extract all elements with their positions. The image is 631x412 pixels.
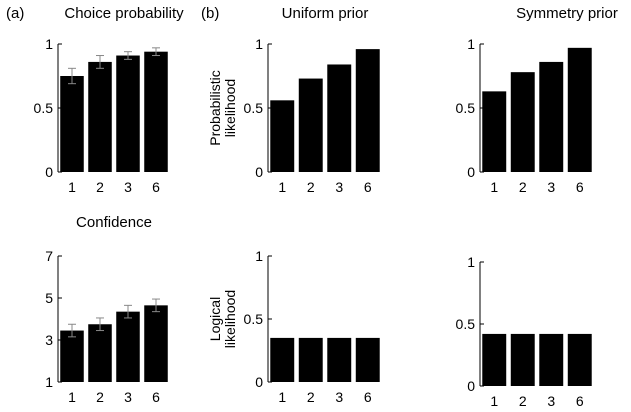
x-tick-label: 1 <box>490 179 498 195</box>
y-tick-label: 1 <box>255 248 263 264</box>
chart-uniform_prob: Uniform prior 0 0.5 1 Probabilistic likelihoo… <box>207 5 380 195</box>
y-axis-label: likelihood <box>222 79 238 137</box>
x-tick-label: 3 <box>547 393 555 409</box>
y-tick-label: 0 <box>45 164 53 180</box>
x-tick-label: 1 <box>68 389 76 405</box>
bar-6 <box>355 49 380 173</box>
y-tick-label: 1 <box>467 254 475 270</box>
bar-1 <box>270 337 295 382</box>
y-tick-label: 1 <box>45 36 53 52</box>
x-tick-label: 3 <box>547 179 555 195</box>
y-tick-label: 0 <box>467 378 475 394</box>
y-tick-label: 0 <box>467 164 475 180</box>
bar-1 <box>60 330 84 382</box>
x-tick-label: 1 <box>68 179 76 195</box>
x-tick-label: 1 <box>278 389 286 405</box>
bar-2 <box>510 333 535 386</box>
y-tick-label: 1 <box>255 36 263 52</box>
bar-3 <box>116 55 140 172</box>
x-tick-label: 6 <box>152 389 160 405</box>
bar-2 <box>298 78 323 172</box>
chart-symmetry_prob: Symmetry prior 0 0.5 1 1 2 3 6 <box>456 5 618 195</box>
x-tick-label: 2 <box>307 179 315 195</box>
x-tick-label: 1 <box>278 179 286 195</box>
x-tick-label: 6 <box>576 179 584 195</box>
bar-6 <box>355 337 380 382</box>
bar-1 <box>270 100 295 172</box>
chart-title: Uniform prior <box>282 5 369 22</box>
x-tick-label: 2 <box>519 179 527 195</box>
y-tick-label: 0.5 <box>456 316 476 332</box>
bar-3 <box>116 311 140 382</box>
x-tick-label: 1 <box>490 393 498 409</box>
chart-symmetry_logic: 0 0.5 1 1 2 3 6 <box>456 254 592 409</box>
bar-6 <box>567 333 592 386</box>
chart-title: Symmetry prior <box>516 5 618 22</box>
bar-6 <box>144 305 168 382</box>
x-tick-label: 3 <box>335 389 343 405</box>
bar-2 <box>88 324 112 382</box>
y-tick-label: 0.5 <box>34 100 54 116</box>
bar-3 <box>327 64 352 172</box>
bar-1 <box>482 333 507 386</box>
bar-6 <box>144 51 168 172</box>
x-tick-label: 3 <box>335 179 343 195</box>
y-tick-label: 0.5 <box>456 100 476 116</box>
panel-label-b: (b) <box>201 5 219 22</box>
y-tick-label: 3 <box>45 332 53 348</box>
x-tick-label: 2 <box>307 389 315 405</box>
x-tick-label: 2 <box>96 389 104 405</box>
y-axis-label: Probabilistic <box>207 70 223 145</box>
bar-3 <box>539 333 564 386</box>
x-tick-label: 2 <box>96 179 104 195</box>
y-tick-label: 1 <box>467 36 475 52</box>
chart-title: Confidence <box>76 214 152 231</box>
bar-2 <box>298 337 323 382</box>
x-tick-label: 6 <box>152 179 160 195</box>
x-tick-label: 6 <box>576 393 584 409</box>
chart-confidence: Confidence 1 3 5 7 1 2 3 6 <box>45 214 168 405</box>
y-tick-label: 0 <box>255 164 263 180</box>
y-axis-label: likelihood <box>222 290 238 348</box>
y-tick-label: 0.5 <box>244 100 264 116</box>
y-axis-label: Logical <box>207 297 223 341</box>
y-tick-label: 7 <box>45 248 53 264</box>
x-tick-label: 3 <box>124 179 132 195</box>
y-tick-label: 0 <box>255 374 263 390</box>
panel-label-a: (a) <box>6 5 24 22</box>
chart-choice: Choice probability 0 0.5 1 1 2 3 6 <box>34 5 185 195</box>
x-tick-label: 3 <box>124 389 132 405</box>
chart-title: Choice probability <box>64 5 184 22</box>
y-tick-label: 0.5 <box>244 311 264 327</box>
x-tick-label: 6 <box>364 179 372 195</box>
chart-uniform_logic: 0 0.5 1 Logical likelihood 1 2 3 6 <box>207 248 380 405</box>
y-tick-label: 1 <box>45 374 53 390</box>
bar-1 <box>482 91 507 172</box>
bar-1 <box>60 76 84 172</box>
bar-3 <box>327 337 352 382</box>
x-tick-label: 6 <box>364 389 372 405</box>
x-tick-label: 2 <box>519 393 527 409</box>
y-tick-label: 5 <box>45 290 53 306</box>
bar-6 <box>567 47 592 173</box>
bar-2 <box>88 61 112 172</box>
bar-3 <box>539 61 564 172</box>
bar-2 <box>510 72 535 172</box>
